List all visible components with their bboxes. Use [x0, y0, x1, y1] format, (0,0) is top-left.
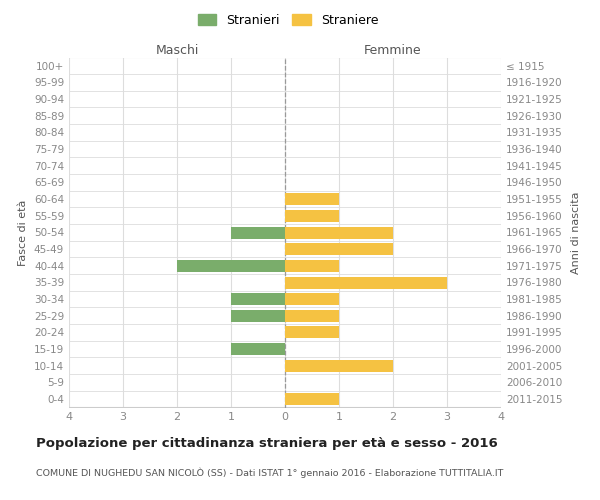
- Bar: [285, 193, 339, 205]
- Bar: [285, 360, 393, 372]
- Bar: [285, 310, 339, 322]
- Text: Popolazione per cittadinanza straniera per età e sesso - 2016: Popolazione per cittadinanza straniera p…: [36, 438, 498, 450]
- Bar: [285, 276, 447, 288]
- Bar: [285, 393, 339, 405]
- Bar: [231, 293, 285, 305]
- Text: Maschi: Maschi: [155, 44, 199, 58]
- Bar: [231, 343, 285, 355]
- Text: COMUNE DI NUGHEDU SAN NICOLÒ (SS) - Dati ISTAT 1° gennaio 2016 - Elaborazione TU: COMUNE DI NUGHEDU SAN NICOLÒ (SS) - Dati…: [36, 468, 503, 478]
- Bar: [285, 210, 339, 222]
- Bar: [231, 226, 285, 238]
- Text: Femmine: Femmine: [364, 44, 422, 58]
- Bar: [285, 260, 339, 272]
- Bar: [285, 326, 339, 338]
- Bar: [285, 243, 393, 255]
- Y-axis label: Anni di nascita: Anni di nascita: [571, 191, 581, 274]
- Y-axis label: Fasce di età: Fasce di età: [19, 200, 28, 266]
- Bar: [285, 226, 393, 238]
- Bar: [231, 310, 285, 322]
- Legend: Stranieri, Straniere: Stranieri, Straniere: [193, 8, 383, 32]
- Bar: [177, 260, 285, 272]
- Bar: [285, 293, 339, 305]
